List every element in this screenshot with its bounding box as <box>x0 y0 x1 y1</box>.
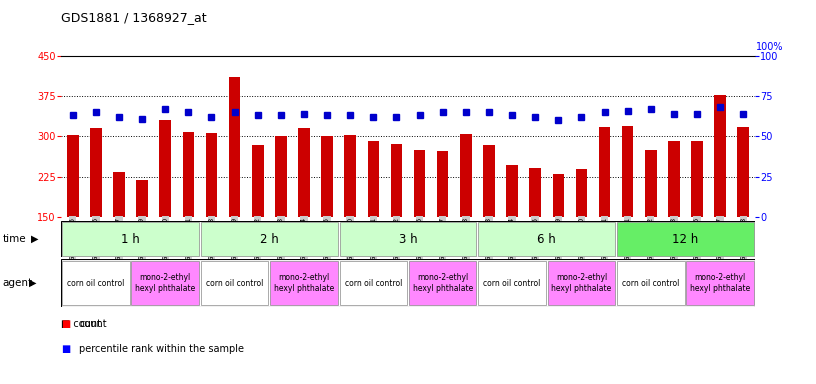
Bar <box>506 166 518 217</box>
Text: ■: ■ <box>61 344 70 354</box>
Text: mono-2-ethyl
hexyl phthalate: mono-2-ethyl hexyl phthalate <box>552 273 611 293</box>
Bar <box>738 127 749 217</box>
Bar <box>367 141 379 217</box>
Bar <box>409 261 477 305</box>
Text: time: time <box>2 234 26 244</box>
Text: 1 h: 1 h <box>122 233 140 245</box>
Text: mono-2-ethyl
hexyl phthalate: mono-2-ethyl hexyl phthalate <box>274 273 334 293</box>
Bar <box>183 132 194 217</box>
Bar <box>131 261 199 305</box>
Bar <box>159 120 171 217</box>
Text: corn oil control: corn oil control <box>483 279 541 288</box>
Bar <box>136 180 148 217</box>
Text: corn oil control: corn oil control <box>206 279 264 288</box>
Bar <box>391 144 402 217</box>
Text: 3 h: 3 h <box>399 233 417 245</box>
Bar <box>228 77 241 217</box>
Text: corn oil control: corn oil control <box>622 279 680 288</box>
Bar <box>617 261 685 305</box>
Bar <box>339 222 477 256</box>
Bar <box>460 134 472 217</box>
Bar <box>322 136 333 217</box>
Bar <box>344 135 356 217</box>
Bar <box>599 127 610 217</box>
Bar <box>686 261 754 305</box>
Text: 6 h: 6 h <box>538 233 556 245</box>
Text: agent: agent <box>2 278 33 288</box>
Bar <box>483 146 494 217</box>
Bar <box>714 95 726 217</box>
Text: corn oil control: corn oil control <box>67 279 125 288</box>
Bar <box>414 150 425 217</box>
Text: ▶: ▶ <box>29 278 37 288</box>
Text: 2 h: 2 h <box>260 233 278 245</box>
Text: 100%: 100% <box>756 42 784 52</box>
Text: ▶: ▶ <box>31 234 38 244</box>
Text: percentile rank within the sample: percentile rank within the sample <box>79 344 244 354</box>
Bar <box>201 222 338 256</box>
Bar <box>206 133 217 217</box>
Text: ■: ■ <box>61 319 70 329</box>
Text: count: count <box>79 319 107 329</box>
Bar <box>645 150 657 217</box>
Bar <box>622 126 633 217</box>
Text: 12 h: 12 h <box>672 233 698 245</box>
Bar <box>691 141 703 217</box>
Bar <box>275 136 286 217</box>
Bar <box>548 261 615 305</box>
Bar <box>339 261 407 305</box>
Text: mono-2-ethyl
hexyl phthalate: mono-2-ethyl hexyl phthalate <box>135 273 195 293</box>
Text: GDS1881 / 1368927_at: GDS1881 / 1368927_at <box>61 12 206 25</box>
Bar <box>530 167 541 217</box>
Bar <box>617 222 754 256</box>
Text: ■ count: ■ count <box>61 319 101 329</box>
Bar <box>552 174 564 217</box>
Bar <box>478 222 615 256</box>
Bar <box>668 141 680 217</box>
Bar <box>252 146 264 217</box>
Bar <box>270 261 338 305</box>
Bar <box>113 172 125 217</box>
Bar <box>62 222 199 256</box>
Text: mono-2-ethyl
hexyl phthalate: mono-2-ethyl hexyl phthalate <box>690 273 750 293</box>
Bar <box>437 151 449 217</box>
Bar <box>90 128 102 217</box>
Bar <box>201 261 268 305</box>
Bar <box>67 135 78 217</box>
Bar <box>575 169 588 217</box>
Bar <box>298 128 310 217</box>
Text: corn oil control: corn oil control <box>344 279 402 288</box>
Text: mono-2-ethyl
hexyl phthalate: mono-2-ethyl hexyl phthalate <box>413 273 472 293</box>
Bar <box>478 261 546 305</box>
Bar <box>62 261 130 305</box>
